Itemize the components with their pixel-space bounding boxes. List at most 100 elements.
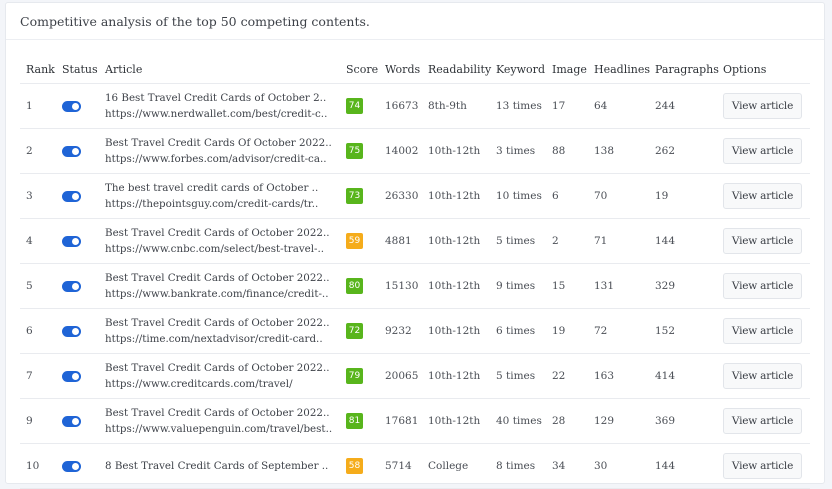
- column-header-readability[interactable]: Readability: [428, 56, 496, 84]
- paragraphs-cell: 329: [655, 263, 723, 309]
- column-header-status[interactable]: Status: [62, 56, 105, 84]
- status-toggle[interactable]: [62, 325, 81, 337]
- status-toggle[interactable]: [62, 280, 81, 292]
- image-cell: 22: [552, 353, 594, 399]
- rank-value: 6: [26, 325, 33, 337]
- article-url[interactable]: https://www.nerdwallet.com/best/credit-c…: [105, 108, 328, 120]
- paragraphs-cell: 414: [655, 353, 723, 399]
- image-cell: 19: [552, 308, 594, 354]
- score-badge: 75: [346, 143, 363, 159]
- words-cell: 9232: [385, 308, 428, 354]
- article-url[interactable]: https://www.bankrate.com/finance/credit-…: [105, 288, 329, 300]
- view-article-button[interactable]: View article: [723, 273, 802, 299]
- status-toggle[interactable]: [62, 235, 81, 247]
- status-cell: [62, 218, 105, 264]
- column-header-keyword[interactable]: Keyword: [496, 56, 552, 84]
- keyword-cell: 9 times: [496, 263, 552, 309]
- headlines-cell: 72: [594, 308, 655, 354]
- readability-cell: 10th-12th: [428, 398, 496, 444]
- table-row: 1 16 Best Travel Credit Cards of October…: [20, 83, 810, 129]
- status-toggle[interactable]: [62, 100, 81, 112]
- column-header-score[interactable]: Score: [346, 56, 385, 84]
- article-title[interactable]: 16 Best Travel Credit Cards of October 2…: [105, 92, 327, 104]
- keyword-cell: 5 times: [496, 353, 552, 399]
- column-header-headlines[interactable]: Headlines: [594, 56, 655, 84]
- view-article-button[interactable]: View article: [723, 138, 802, 164]
- options-cell: View article: [723, 263, 810, 309]
- paragraphs-cell: 369: [655, 398, 723, 444]
- column-header-words[interactable]: Words: [385, 56, 428, 84]
- score-cell: 81: [346, 398, 385, 444]
- view-article-button[interactable]: View article: [723, 183, 802, 209]
- article-url[interactable]: https://www.creditcards.com/travel/: [105, 378, 293, 390]
- readability-cell: 10th-12th: [428, 128, 496, 174]
- table-row: 3 The best travel credit cards of Octobe…: [20, 173, 810, 219]
- readability-cell: 10th-12th: [428, 308, 496, 354]
- headlines-cell: 163: [594, 353, 655, 399]
- view-article-button[interactable]: View article: [723, 228, 802, 254]
- paragraphs-cell: 19: [655, 173, 723, 219]
- score-badge: 58: [346, 458, 363, 474]
- score-cell: 58: [346, 443, 385, 489]
- view-article-button[interactable]: View article: [723, 363, 802, 389]
- column-header-paragraphs[interactable]: Paragraphs: [655, 56, 723, 84]
- image-cell: 88: [552, 128, 594, 174]
- article-title[interactable]: Best Travel Credit Cards of October 2022…: [105, 317, 330, 329]
- article-title[interactable]: Best Travel Credit Cards of October 2022…: [105, 227, 330, 239]
- article-url[interactable]: https://www.forbes.com/advisor/credit-ca…: [105, 153, 327, 165]
- words-cell: 5714: [385, 443, 428, 489]
- rank-value: 2: [26, 145, 33, 157]
- article-url[interactable]: https://www.valuepenguin.com/travel/best…: [105, 423, 333, 435]
- rank-cell: 5: [20, 263, 62, 309]
- status-cell: [62, 173, 105, 219]
- rank-cell: 7: [20, 353, 62, 399]
- article-url[interactable]: https://www.cnbc.com/select/best-travel-…: [105, 243, 325, 255]
- view-article-button[interactable]: View article: [723, 93, 802, 119]
- words-cell: 17681: [385, 398, 428, 444]
- article-title[interactable]: Best Travel Credit Cards Of October 2022…: [105, 137, 332, 149]
- article-title[interactable]: 8 Best Travel Credit Cards of September …: [105, 460, 329, 472]
- rank-cell: 9: [20, 398, 62, 444]
- rank-value: 3: [26, 190, 33, 202]
- rank-value: 5: [26, 280, 33, 292]
- status-toggle[interactable]: [62, 460, 81, 472]
- view-article-button[interactable]: View article: [723, 453, 802, 479]
- competitive-analysis-card: Competitive analysis of the top 50 compe…: [5, 2, 825, 489]
- article-title[interactable]: The best travel credit cards of October …: [105, 182, 319, 194]
- image-cell: 2: [552, 218, 594, 264]
- column-header-article[interactable]: Article: [105, 56, 346, 84]
- options-cell: View article: [723, 83, 810, 129]
- status-cell: [62, 128, 105, 174]
- view-article-button[interactable]: View article: [723, 408, 802, 434]
- article-title[interactable]: Best Travel Credit Cards of October 2022…: [105, 272, 330, 284]
- status-toggle[interactable]: [62, 145, 81, 157]
- status-cell: [62, 443, 105, 489]
- status-toggle[interactable]: [62, 415, 81, 427]
- competitors-table: Rank Status Article Score Words Readabil…: [20, 56, 810, 489]
- words-cell: 14002: [385, 128, 428, 174]
- options-cell: View article: [723, 308, 810, 354]
- table-row: 7 Best Travel Credit Cards of October 20…: [20, 353, 810, 399]
- article-title[interactable]: Best Travel Credit Cards of October 2022…: [105, 407, 330, 419]
- options-cell: View article: [723, 353, 810, 399]
- headlines-cell: 131: [594, 263, 655, 309]
- article-url[interactable]: https://thepointsguy.com/credit-cards/tr…: [105, 198, 319, 210]
- article-cell: Best Travel Credit Cards of October 2022…: [105, 353, 346, 399]
- column-header-rank[interactable]: Rank: [20, 56, 62, 84]
- column-header-image[interactable]: Image: [552, 56, 594, 84]
- score-cell: 80: [346, 263, 385, 309]
- status-cell: [62, 398, 105, 444]
- article-url[interactable]: https://time.com/nextadvisor/credit-card…: [105, 333, 323, 345]
- rank-cell: 6: [20, 308, 62, 354]
- rank-value: 7: [26, 370, 33, 382]
- headlines-cell: 71: [594, 218, 655, 264]
- status-cell: [62, 353, 105, 399]
- words-cell: 16673: [385, 83, 428, 129]
- article-title[interactable]: Best Travel Credit Cards of October 2022…: [105, 362, 330, 374]
- status-toggle[interactable]: [62, 190, 81, 202]
- status-cell: [62, 83, 105, 129]
- view-article-button[interactable]: View article: [723, 318, 802, 344]
- article-cell: Best Travel Credit Cards of October 2022…: [105, 263, 346, 309]
- headlines-cell: 138: [594, 128, 655, 174]
- status-toggle[interactable]: [62, 370, 81, 382]
